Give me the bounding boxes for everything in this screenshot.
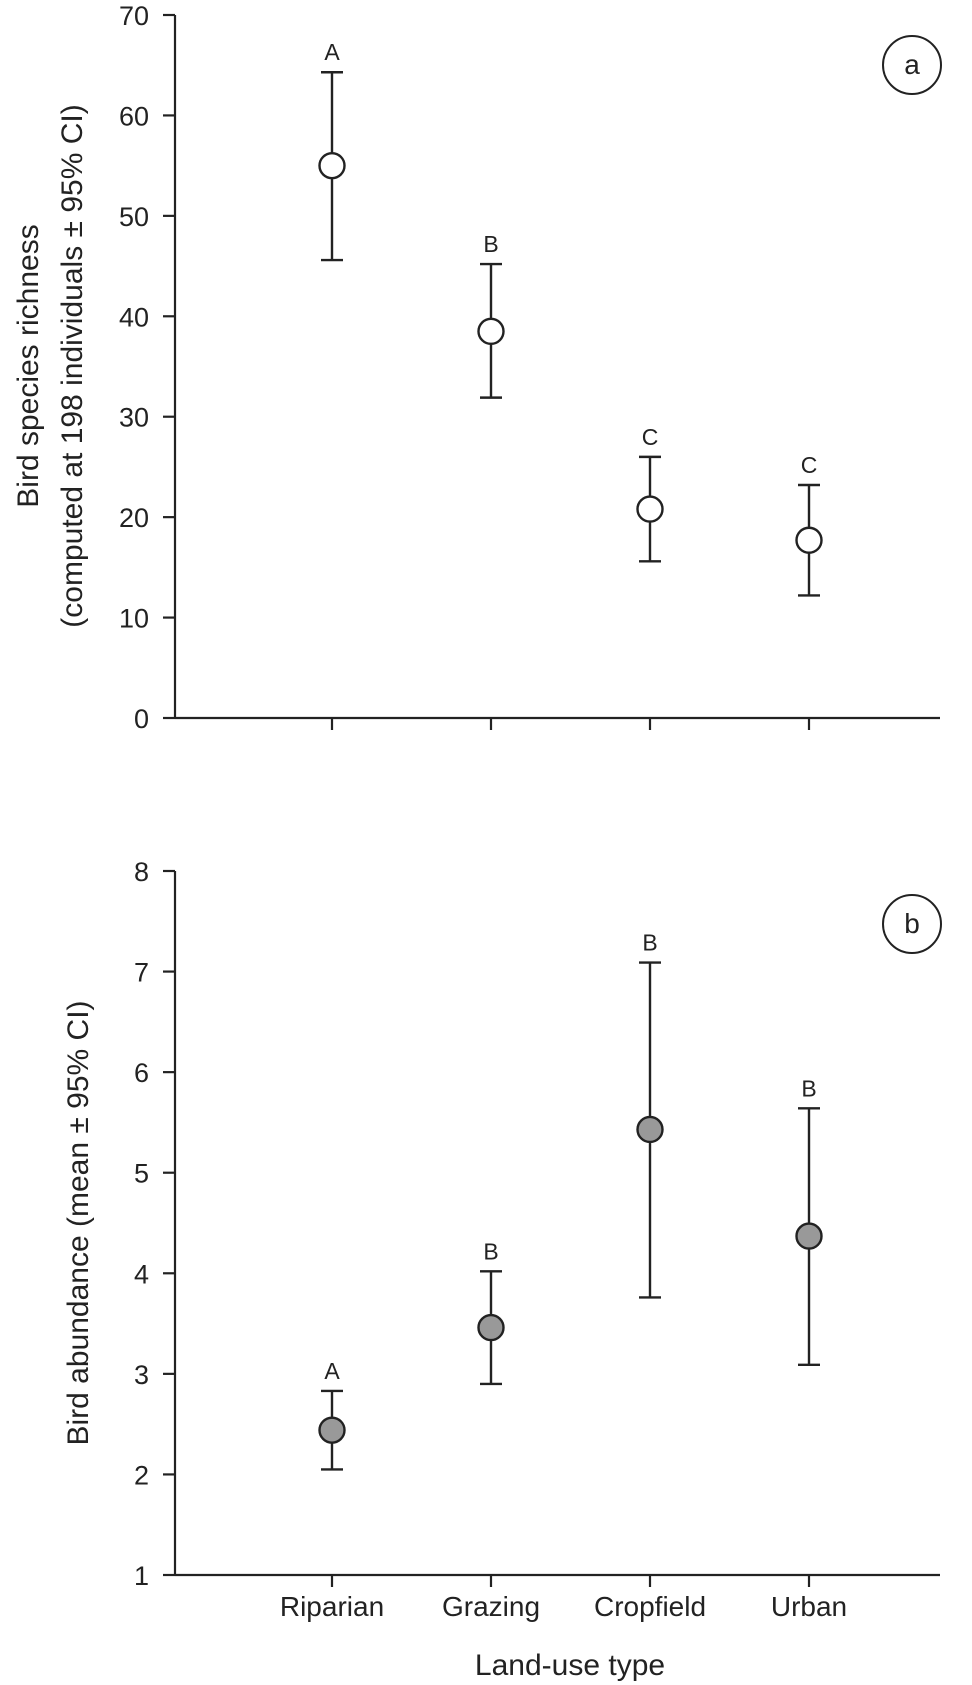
y-tick-label: 60 [119,101,149,131]
y-tick-label: 40 [119,302,149,332]
group-letter: B [642,930,657,956]
y-tick-label: 4 [134,1259,149,1289]
y-tick-label: 8 [134,857,149,887]
x-tick-label-cropfield: Cropfield [594,1591,706,1622]
y-tick-label: 10 [119,604,149,634]
y-tick-label: 50 [119,202,149,232]
x-axis-title: Land-use type [475,1649,665,1682]
data-point-urban [795,1222,823,1250]
panel-label-circle [882,894,942,954]
data-point-riparian [318,151,346,180]
y-tick-label: 2 [134,1460,149,1490]
panel-b-abundance: 1 2 3 4 5 6 7 8 A B B Bb Bird abundance (mean ± 95% … [62,857,942,1682]
y-tick-label: 6 [134,1058,149,1088]
x-tick-label-grazing: Grazing [442,1591,540,1622]
group-letter: B [483,1238,498,1264]
group-letter: C [801,452,818,478]
y-tick-label: 7 [134,958,149,988]
data-point-cropfield [636,1115,664,1144]
x-tick-label-riparian: Riparian [280,1591,384,1622]
data-point-cropfield [636,495,664,523]
data-point-urban [795,526,823,554]
group-letter: B [801,1075,816,1101]
y-tick-label: 5 [134,1159,149,1189]
y-axis-title-line2: (computed at 198 individuals ± 95% CI) [56,104,89,627]
panel-label-circle [882,35,942,95]
y-tick-label: 30 [119,403,149,433]
data-point-riparian [318,1416,346,1444]
y-axis-title-line1: Bird species richness [12,224,45,507]
y-tick-label: 70 [119,1,149,31]
y-tick-label: 3 [134,1360,149,1390]
panel-label: a [904,49,920,80]
group-letter: C [642,424,659,450]
panel-a-richness: 0 10 20 30 40 50 60 70 A B C Ca Bird species richnes… [12,1,942,734]
group-letter: A [324,1358,340,1384]
y-axis-title: Bird abundance (mean ± 95% CI) [62,1000,95,1445]
group-letter: B [483,231,498,257]
panel-label: b [904,908,920,939]
y-tick-label: 20 [119,503,149,533]
data-point-grazing [477,1313,505,1342]
x-tick-label-urban: Urban [771,1591,847,1622]
y-tick-label: 1 [134,1561,149,1591]
y-tick-label: 0 [134,704,149,734]
group-letter: A [324,39,340,65]
data-point-grazing [477,317,505,346]
